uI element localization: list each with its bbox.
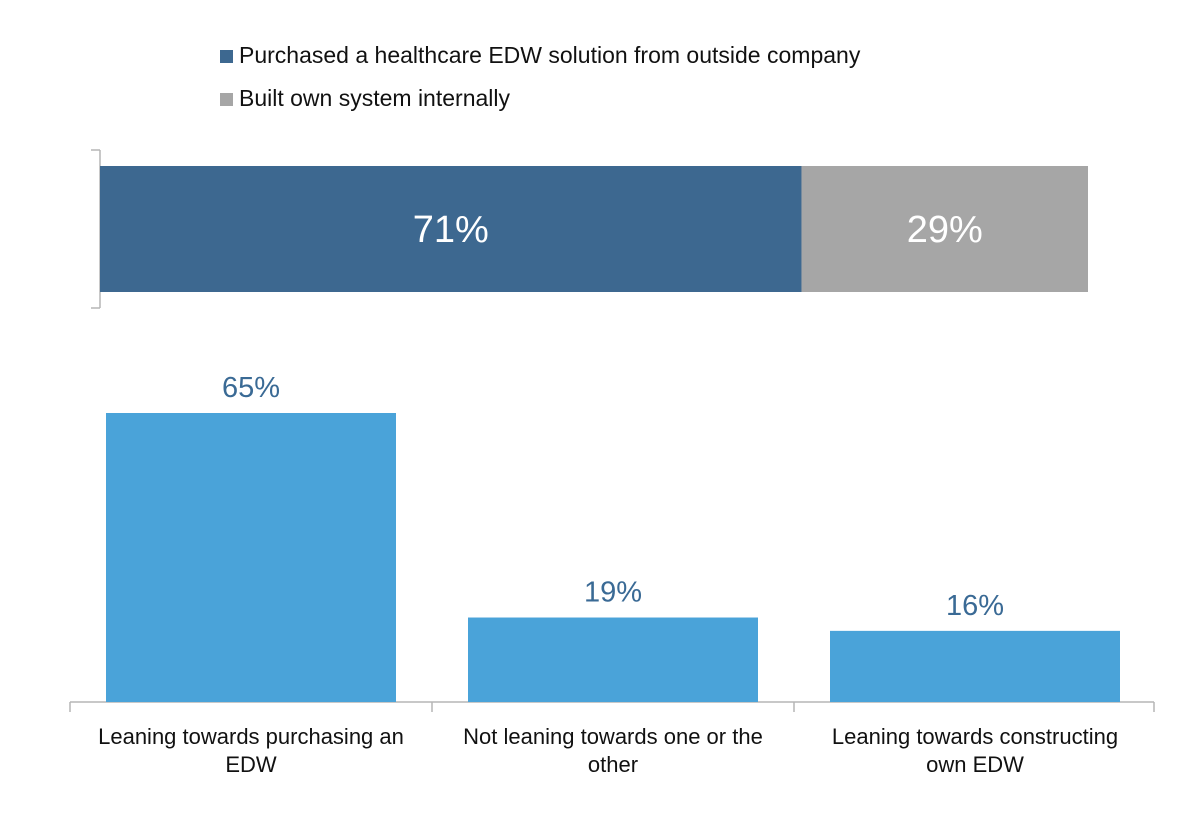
stacked-segment-2 [801, 166, 1088, 292]
legend-swatch-2 [220, 93, 233, 106]
bar-value-label-1: 65% [222, 372, 280, 404]
stacked-segment-label-1: 71% [413, 209, 489, 251]
bar-2 [468, 617, 758, 702]
category-label-line: own EDW [926, 752, 1024, 777]
category-label-3: Leaning towards constructing own EDW [832, 724, 1118, 777]
stacked-segment-label-2: 29% [907, 209, 983, 251]
stacked-segment-1 [100, 166, 802, 292]
category-label-1: Leaning towards purchasing an EDW [98, 724, 404, 777]
legend-label-2: Built own system internally [239, 85, 510, 111]
category-label-line: EDW [225, 752, 277, 777]
bar-value-label-3: 16% [946, 590, 1004, 622]
category-label-line: Not leaning towards one or the [463, 724, 763, 749]
bar-value-label-2: 19% [584, 577, 642, 609]
bar-3 [830, 630, 1120, 702]
bar-1 [106, 413, 396, 702]
legend-swatch-1 [220, 50, 233, 63]
legend-label-1: Purchased a healthcare EDW solution from… [239, 42, 861, 68]
category-label-line: Leaning towards constructing [832, 724, 1118, 749]
category-label-line: other [588, 752, 638, 777]
category-label-2: Not leaning towards one or the other [463, 724, 763, 777]
category-label-line: Leaning towards purchasing an [98, 724, 404, 749]
